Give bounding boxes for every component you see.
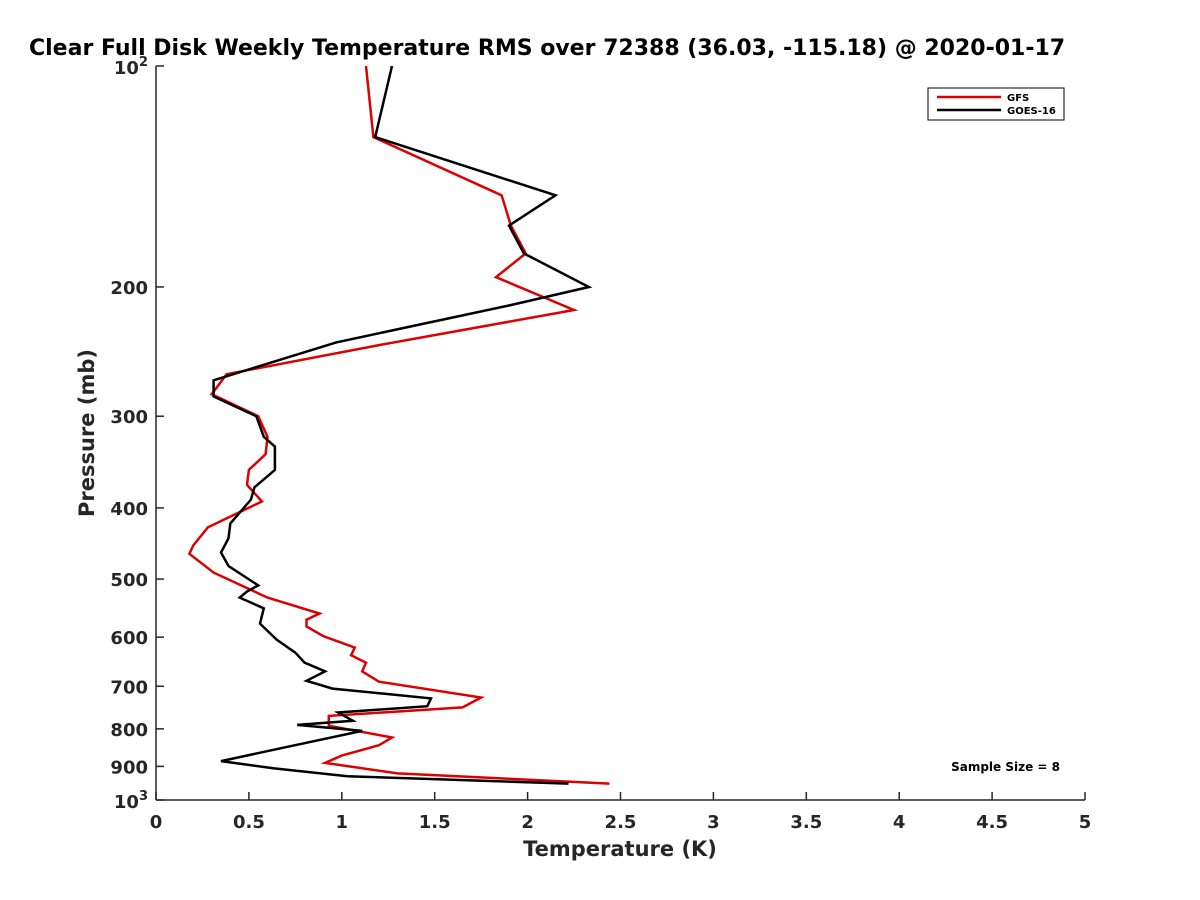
y-tick-label: 800 (110, 720, 148, 741)
y-tick-label: 700 (110, 677, 148, 698)
x-tick-label: 3.5 (790, 812, 822, 833)
x-tick-label: 4 (893, 812, 906, 833)
y-tick-label-exponent: 3 (139, 789, 148, 804)
x-tick-label: 4.5 (976, 812, 1008, 833)
y-tick-label: 200 (110, 278, 148, 299)
x-tick-label: 5 (1079, 812, 1092, 833)
plot-lines (187, 65, 610, 785)
x-axis-label: Temperature (K) (523, 837, 717, 861)
chart-title: Clear Full Disk Weekly Temperature RMS o… (29, 36, 1065, 61)
y-axis-label: Pressure (mb) (75, 349, 99, 517)
y-tick-label-base: 10 (114, 58, 139, 79)
legend-box (927, 87, 1065, 121)
x-ticks: 0 0.5 1 1.5 2 2.5 3 3.5 4 4.5 5 (150, 792, 1092, 833)
y-tick-label-exp: 103 (114, 789, 148, 813)
x-tick-label: 2 (521, 812, 534, 833)
y-tick-label: 400 (110, 499, 148, 520)
y-tick-label-exp: 102 (114, 55, 148, 79)
legend-label: GOES-16 (1007, 106, 1056, 117)
series-line-goes-16 (212, 65, 593, 785)
legend-label: GFS (1007, 93, 1029, 104)
x-tick-label: 1.5 (419, 812, 451, 833)
x-tick-label: 2.5 (605, 812, 637, 833)
y-tick-label-base: 10 (114, 792, 139, 813)
x-tick-label: 0 (150, 812, 163, 833)
x-tick-label: 0.5 (233, 812, 265, 833)
y-tick-label: 500 (110, 570, 148, 591)
x-tick-label: 1 (336, 812, 349, 833)
y-tick-label: 600 (110, 628, 148, 649)
y-tick-label: 300 (110, 407, 148, 428)
y-tick-label: 900 (110, 757, 148, 778)
series-line-gfs (187, 65, 610, 785)
x-tick-label: 3 (707, 812, 720, 833)
legend: GFS GOES-16 (927, 87, 1065, 121)
sample-size-annotation: Sample Size = 8 (951, 760, 1060, 774)
y-tick-label-exponent: 2 (139, 55, 148, 70)
